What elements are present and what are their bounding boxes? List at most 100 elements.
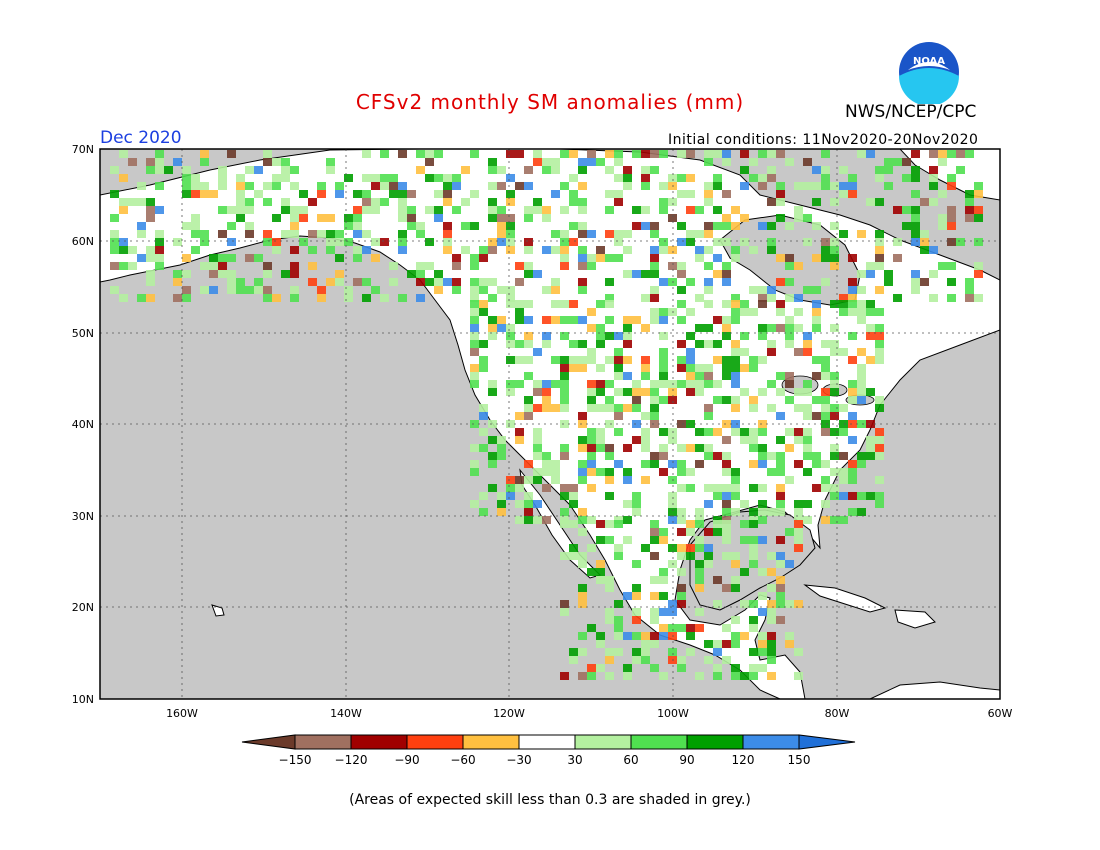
anomaly-cell	[578, 222, 587, 230]
anomaly-cell	[119, 262, 128, 270]
anomaly-cell	[542, 340, 551, 348]
anomaly-cell	[668, 608, 677, 616]
anomaly-cell	[650, 552, 659, 560]
anomaly-cell	[452, 278, 461, 286]
anomaly-cell	[578, 230, 587, 238]
anomaly-cell	[758, 608, 767, 616]
anomaly-cell	[965, 278, 974, 286]
anomaly-cell	[182, 294, 191, 302]
anomaly-cell	[578, 476, 587, 484]
anomaly-cell	[947, 150, 956, 158]
anomaly-cell	[767, 150, 776, 158]
anomaly-cell	[776, 452, 785, 460]
anomaly-cell	[704, 528, 713, 536]
anomaly-cell	[533, 348, 542, 356]
anomaly-cell	[884, 158, 893, 166]
anomaly-cell	[740, 436, 749, 444]
anomaly-cell	[713, 380, 722, 388]
anomaly-cell	[227, 270, 236, 278]
anomaly-cell	[497, 286, 506, 294]
anomaly-cell	[677, 222, 686, 230]
anomaly-cell	[668, 500, 677, 508]
anomaly-cell	[110, 246, 119, 254]
anomaly-cell	[551, 316, 560, 324]
anomaly-cell	[551, 158, 560, 166]
anomaly-cell	[749, 436, 758, 444]
anomaly-cell	[524, 476, 533, 484]
anomaly-cell	[686, 444, 695, 452]
anomaly-cell	[596, 632, 605, 640]
anomaly-cell	[407, 270, 416, 278]
anomaly-cell	[497, 222, 506, 230]
anomaly-cell	[650, 308, 659, 316]
anomaly-cell	[398, 206, 407, 214]
anomaly-cell	[155, 206, 164, 214]
anomaly-cell	[479, 404, 488, 412]
anomaly-cell	[560, 600, 569, 608]
anomaly-cell	[263, 270, 272, 278]
anomaly-cell	[524, 262, 533, 270]
anomaly-cell	[362, 230, 371, 238]
anomaly-cell	[722, 460, 731, 468]
anomaly-cell	[470, 460, 479, 468]
anomaly-cell	[416, 278, 425, 286]
anomaly-cell	[542, 516, 551, 524]
anomaly-cell	[605, 420, 614, 428]
anomaly-cell	[398, 214, 407, 222]
anomaly-cell	[758, 632, 767, 640]
anomaly-cell	[785, 372, 794, 380]
anomaly-cell	[794, 508, 803, 516]
anomaly-cell	[155, 166, 164, 174]
anomaly-cell	[551, 404, 560, 412]
anomaly-cell	[569, 552, 578, 560]
colorbar-tick-label: 120	[732, 753, 755, 767]
anomaly-cell	[884, 278, 893, 286]
anomaly-cell	[146, 270, 155, 278]
anomaly-cell	[515, 516, 524, 524]
anomaly-cell	[650, 640, 659, 648]
anomaly-cell	[479, 508, 488, 516]
anomaly-cell	[605, 536, 614, 544]
anomaly-cell	[551, 380, 560, 388]
anomaly-cell	[974, 262, 983, 270]
anomaly-cell	[659, 444, 668, 452]
anomaly-cell	[533, 404, 542, 412]
anomaly-cell	[542, 332, 551, 340]
anomaly-cell	[668, 262, 677, 270]
anomaly-cell	[758, 388, 767, 396]
anomaly-cell	[641, 270, 650, 278]
anomaly-cell	[137, 198, 146, 206]
anomaly-cell	[407, 214, 416, 222]
anomaly-cell	[479, 246, 488, 254]
anomaly-cell	[551, 278, 560, 286]
anomaly-cell	[632, 388, 641, 396]
anomaly-cell	[821, 372, 830, 380]
anomaly-cell	[470, 380, 479, 388]
anomaly-cell	[650, 412, 659, 420]
anomaly-cell	[569, 238, 578, 246]
anomaly-cell	[758, 324, 767, 332]
colorbar-box	[518, 734, 576, 750]
colorbar-box	[630, 734, 688, 750]
anomaly-cell	[533, 500, 542, 508]
anomaly-cell	[596, 428, 605, 436]
anomaly-cell	[110, 262, 119, 270]
anomaly-cell	[812, 254, 821, 262]
anomaly-cell	[587, 672, 596, 680]
anomaly-cell	[335, 254, 344, 262]
anomaly-cell	[443, 190, 452, 198]
anomaly-cell	[875, 348, 884, 356]
anomaly-cell	[695, 294, 704, 302]
anomaly-cell	[623, 174, 632, 182]
anomaly-cell	[623, 372, 632, 380]
anomaly-cell	[677, 592, 686, 600]
anomaly-cell	[470, 278, 479, 286]
anomaly-cell	[659, 380, 668, 388]
anomaly-cell	[830, 348, 839, 356]
anomaly-cell	[632, 420, 641, 428]
anomaly-cell	[218, 182, 227, 190]
anomaly-cell	[749, 520, 758, 528]
anomaly-cell	[578, 412, 587, 420]
anomaly-cell	[119, 174, 128, 182]
anomaly-cell	[740, 214, 749, 222]
